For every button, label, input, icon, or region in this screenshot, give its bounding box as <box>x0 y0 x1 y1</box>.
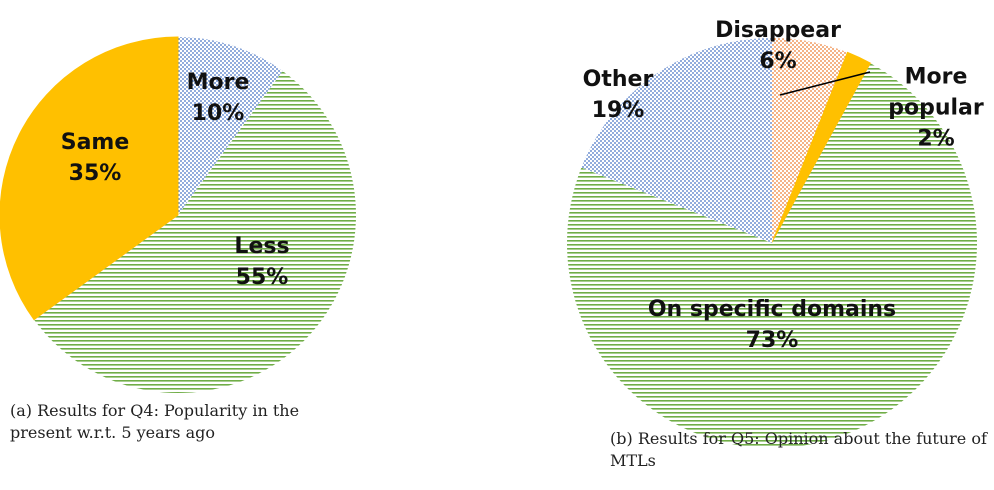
slice-label: More popular 2% <box>881 62 991 155</box>
slice-label: On specific domains 73% <box>648 294 896 356</box>
category-label: Disappear <box>715 18 841 43</box>
pie-slice <box>771 51 872 244</box>
slice-label: Disappear 6% <box>715 15 841 77</box>
value-label: 55% <box>235 265 289 290</box>
category-label: More popular <box>888 64 984 121</box>
value-label: 10% <box>191 101 245 126</box>
value-label: 19% <box>591 98 645 123</box>
pie-slice <box>566 63 977 449</box>
value-label: 35% <box>68 161 122 186</box>
value-label: 73% <box>745 328 799 353</box>
slice-label: Less 55% <box>234 231 289 293</box>
category-label: Other <box>582 67 654 92</box>
leader-line <box>779 71 871 96</box>
category-label: Less <box>234 234 290 259</box>
pie-slice <box>772 38 848 243</box>
pie-slice <box>581 38 772 243</box>
caption: (a) Results for Q4: Popularity in the pr… <box>10 401 300 442</box>
slice-label: Other 19% <box>583 64 654 126</box>
pie-slice <box>178 37 283 215</box>
category-label: On specific domains <box>647 297 897 322</box>
caption: (b) Results for Q5: Opinion about the fu… <box>610 429 987 470</box>
category-label: Same <box>60 130 130 155</box>
pie-slice <box>33 70 357 394</box>
slice-label: Same 35% <box>61 127 130 189</box>
pie-slice <box>0 36 179 321</box>
value-label: 2% <box>917 126 955 152</box>
slice-label: More 10% <box>187 67 250 129</box>
category-label: More <box>186 70 250 95</box>
value-label: 6% <box>759 49 797 74</box>
